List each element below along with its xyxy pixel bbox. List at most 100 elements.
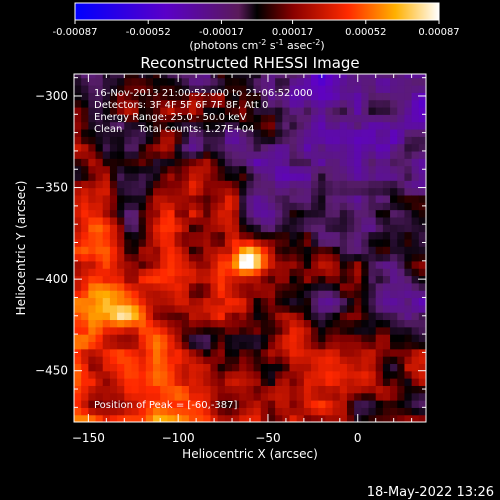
heatmap-cell	[188, 180, 197, 189]
heatmap-cell	[145, 136, 154, 145]
heatmap-cell	[210, 136, 219, 145]
heatmap-cell	[275, 304, 283, 313]
heatmap-cell	[282, 392, 291, 401]
heatmap-cell	[210, 253, 219, 262]
footer-timestamp: 18-May-2022 13:26	[367, 485, 494, 500]
heatmap-cell	[253, 334, 262, 343]
heatmap-cell	[74, 216, 82, 225]
heatmap-cell	[138, 84, 147, 93]
heatmap-cell	[239, 128, 247, 137]
heatmap-cell	[74, 231, 82, 240]
heatmap-cell	[368, 385, 377, 394]
heatmap-cell	[418, 260, 426, 269]
heatmap-cell	[339, 414, 348, 422]
heatmap-cell	[109, 363, 118, 372]
heatmap-cell	[411, 106, 420, 115]
heatmap-cell	[397, 121, 406, 130]
heatmap-cell	[188, 341, 197, 350]
heatmap-cell	[224, 121, 233, 130]
heatmap-cell	[145, 363, 154, 372]
heatmap-cell	[332, 194, 341, 203]
heatmap-cell	[246, 136, 255, 145]
heatmap-cell	[153, 238, 161, 247]
heatmap-cell	[253, 392, 262, 401]
heatmap-cell	[160, 209, 168, 218]
heatmap-cell	[124, 319, 133, 328]
heatmap-cell	[167, 260, 176, 269]
heatmap-cell	[404, 363, 413, 372]
heatmap-cell	[325, 121, 334, 130]
heatmap-cell	[95, 158, 104, 167]
heatmap-cell	[138, 172, 147, 181]
heatmap-cell	[260, 74, 269, 79]
heatmap-cell	[303, 216, 312, 225]
heatmap-cell	[117, 253, 125, 262]
heatmap-cell	[346, 92, 355, 101]
heatmap-cell	[354, 187, 362, 196]
heatmap-cell	[361, 92, 370, 101]
heatmap-cell	[102, 209, 111, 218]
heatmap-cell	[138, 187, 147, 196]
heatmap-cell	[303, 319, 312, 328]
heatmap-cell	[203, 150, 212, 159]
heatmap-cell	[346, 407, 355, 416]
heatmap-cell	[382, 304, 391, 313]
heatmap-cell	[354, 136, 362, 145]
heatmap-cell	[145, 407, 154, 416]
heatmap-cell	[289, 216, 298, 225]
heatmap-cell	[411, 378, 420, 386]
heatmap-cell	[217, 253, 226, 262]
heatmap-cell	[354, 378, 362, 386]
heatmap-cell	[153, 92, 161, 101]
heatmap-cell	[138, 77, 147, 86]
heatmap-cell	[188, 106, 197, 115]
heatmap-cell	[354, 202, 362, 211]
heatmap-cell	[138, 114, 147, 123]
heatmap-cell	[188, 414, 197, 422]
heatmap-cell	[203, 99, 212, 108]
heatmap-cell	[210, 121, 219, 130]
heatmap-cell	[311, 363, 319, 372]
heatmap-cell	[311, 414, 319, 422]
heatmap-cell	[210, 143, 219, 152]
heatmap-cell	[109, 246, 118, 255]
heatmap-cell	[390, 231, 398, 240]
heatmap-cell	[145, 260, 154, 269]
heatmap-cell	[303, 114, 312, 123]
heatmap-cell	[253, 180, 262, 189]
heatmap-cell	[361, 77, 370, 86]
heatmap-cell	[275, 385, 283, 394]
heatmap-cell	[102, 290, 111, 299]
heatmap-cell	[203, 370, 212, 379]
heatmap-cell	[296, 326, 305, 335]
heatmap-cell	[289, 238, 298, 247]
heatmap-cell	[181, 74, 190, 79]
heatmap-cell	[260, 187, 269, 196]
heatmap-cell	[160, 370, 168, 379]
heatmap-cell	[109, 77, 118, 86]
heatmap-cell	[117, 194, 125, 203]
heatmap-cell	[253, 246, 262, 255]
heatmap-cell	[217, 326, 226, 335]
heatmap-cell	[160, 356, 168, 364]
heatmap-cell	[203, 334, 212, 343]
heatmap-cell	[81, 246, 89, 255]
heatmap-cell	[418, 282, 426, 291]
heatmap-cell	[81, 312, 89, 321]
heatmap-cell	[81, 414, 89, 422]
heatmap-cell	[296, 356, 305, 364]
heatmap-cell	[289, 260, 298, 269]
heatmap-cell	[153, 268, 161, 277]
heatmap-cell	[210, 92, 219, 101]
heatmap-cell	[253, 260, 262, 269]
heatmap-cell	[124, 216, 133, 225]
heatmap-cell	[390, 246, 398, 255]
heatmap-cell	[217, 304, 226, 313]
heatmap-cell	[153, 231, 161, 240]
heatmap-cell	[375, 172, 384, 181]
heatmap-cell	[253, 187, 262, 196]
heatmap-cell	[124, 231, 133, 240]
heatmap-cell	[174, 224, 183, 233]
heatmap-cell	[411, 136, 420, 145]
heatmap-cell	[145, 99, 154, 108]
